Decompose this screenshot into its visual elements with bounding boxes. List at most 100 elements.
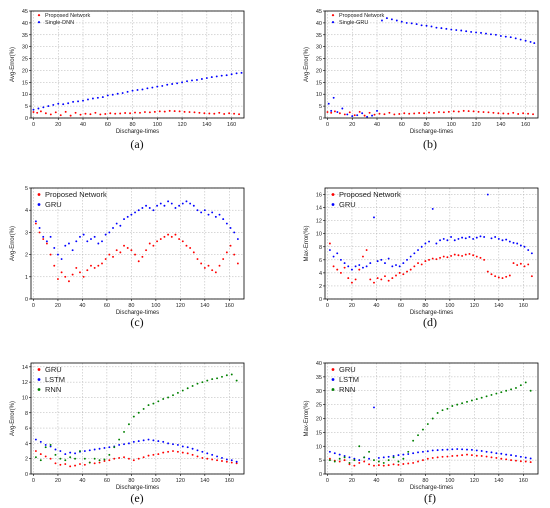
series-0 [328,453,532,467]
data-point [191,453,194,456]
data-point [512,241,515,244]
data-point [49,253,52,256]
data-point [519,38,522,41]
data-point [519,244,522,247]
legend-marker [37,203,41,206]
x-tick-label: 0 [32,478,35,484]
data-point [400,20,403,23]
x-tick-label: 80 [422,478,428,484]
data-point [147,404,150,407]
x-tick-label: 40 [79,478,85,484]
data-point [42,106,45,109]
data-point [348,111,351,114]
legend-marker [37,378,41,381]
data-point [162,440,165,443]
x-tick-label: 20 [349,303,355,309]
data-point [332,255,335,258]
data-point [146,87,149,90]
y-tick-label: 10 [22,395,28,401]
data-point [145,204,148,207]
y-tick-label: 5 [25,104,28,110]
data-point [417,262,419,265]
data-point [328,457,331,460]
data-point [441,455,444,458]
data-point [343,262,346,265]
y-tick-label: 25 [22,57,28,63]
data-point [44,443,47,446]
data-point [363,456,366,459]
data-point [216,377,219,380]
data-point [156,85,159,88]
data-point [524,456,527,459]
data-point [168,109,171,112]
data-point [417,460,419,463]
data-point [431,449,434,452]
y-tick-label: 10 [316,444,322,450]
data-point [93,448,96,451]
data-point [206,452,209,455]
data-point [328,249,331,251]
data-point [193,111,196,114]
y-tick-label: 0 [319,297,322,303]
data-point [407,450,410,453]
y-tick-label: 0 [319,116,322,122]
y-tick-label: 3 [25,230,28,236]
data-point [83,463,86,466]
data-point [230,73,233,76]
data-point [54,453,57,456]
data-point [170,235,173,238]
data-point [505,389,508,392]
data-point [382,464,385,467]
data-point [108,253,111,256]
data-point [86,240,89,243]
data-point [225,460,228,463]
y-tick-label: 20 [316,417,322,423]
data-point [79,113,82,116]
data-point [181,445,184,448]
data-point [59,463,62,466]
data-point [64,275,67,278]
data-point [485,32,487,35]
y-tick-label: 0 [25,116,28,122]
data-point [461,254,464,257]
data-point [203,112,206,115]
data-point [218,111,221,114]
data-point [157,453,160,456]
data-point [74,452,77,455]
data-point [115,249,118,252]
series-1 [34,200,239,260]
data-point [353,114,356,117]
data-point [339,258,342,261]
plot-frame [324,10,539,119]
data-point [362,266,364,269]
x-tick-label: 80 [423,122,429,128]
data-point [152,439,155,442]
data-point [489,33,492,36]
data-point [93,462,96,465]
data-point [90,238,92,241]
data-point [59,114,62,117]
data-point [376,260,379,263]
data-point [151,86,154,89]
data-point [97,264,100,267]
data-point [446,239,449,242]
data-point [455,29,458,31]
data-point [141,88,144,91]
legend-marker [37,21,41,24]
data-point [453,253,456,256]
data-point [123,430,125,433]
data-point [368,457,371,460]
data-point [420,263,423,266]
data-point [34,222,37,225]
data-point [181,389,184,392]
data-point [186,446,189,449]
legend-marker [331,203,335,206]
data-point [452,110,455,113]
data-point [350,268,353,271]
data-point [490,237,493,240]
data-point [223,113,226,115]
x-tick-label: 140 [496,122,505,128]
panel-b: 0 5 10 15 20 25 30 35 40 45 0 20 40 60 80 100 120 140 160 D… [304,9,539,151]
data-point [131,89,134,92]
data-point [387,459,390,462]
